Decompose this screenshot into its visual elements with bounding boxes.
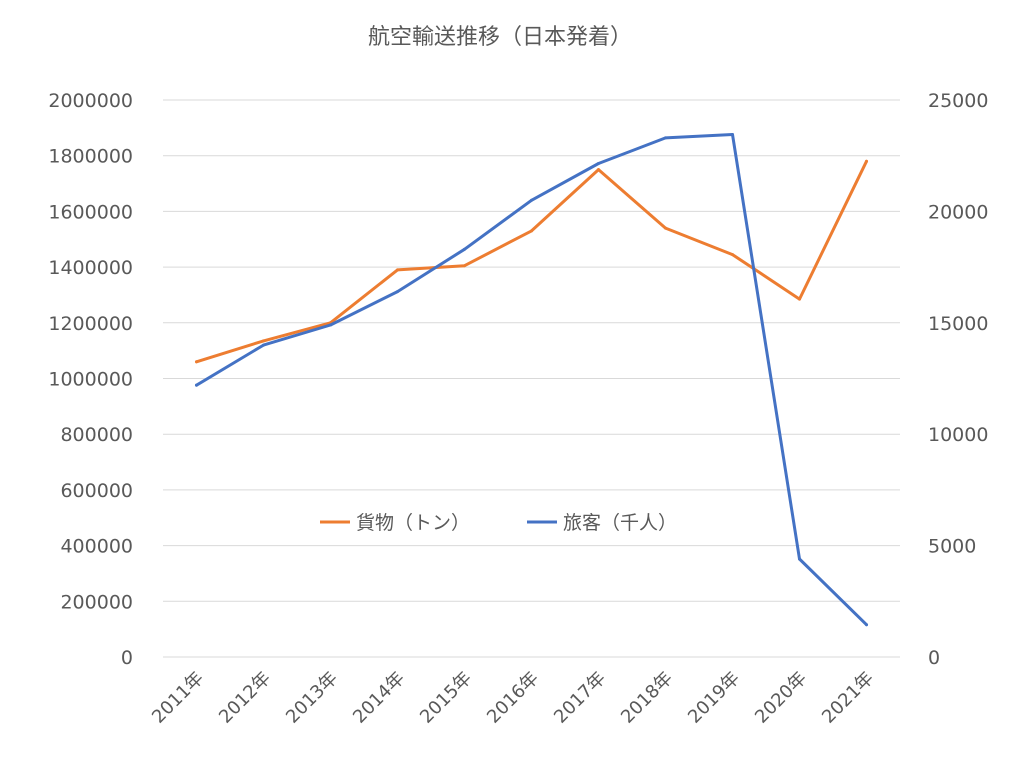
passengers-data-point[interactable] — [329, 323, 332, 327]
left-axis-tick-label: 400000 — [60, 536, 133, 558]
passengers-data-point[interactable] — [262, 343, 265, 347]
right-axis-tick-label: 5000 — [928, 536, 976, 558]
x-axis-category-label: 2017年 — [550, 668, 610, 728]
left-axis-tick-label: 600000 — [60, 480, 133, 502]
left-axis-tick-label: 1000000 — [48, 369, 133, 391]
left-axis-tick-label: 800000 — [60, 424, 133, 446]
left-axis-tick-label: 0 — [121, 647, 133, 669]
x-axis: 2011年 2012年 2013年 2014年 2015年 2016年 2017年 2018年… — [148, 668, 878, 728]
cargo-data-point[interactable] — [597, 168, 600, 172]
x-axis-category-label: 2015年 — [416, 668, 476, 728]
legend-label: 貨物（トン） — [356, 512, 470, 534]
left-axis-tick-label: 1800000 — [48, 146, 133, 168]
cargo-data-point[interactable] — [530, 229, 533, 233]
cargo-data-point[interactable] — [262, 339, 265, 343]
passengers-data-point[interactable] — [597, 161, 600, 165]
cargo-data-point[interactable] — [463, 264, 466, 268]
cargo-data-point[interactable] — [731, 253, 734, 257]
left-axis-tick-label: 2000000 — [48, 90, 133, 112]
legend-item-cargo[interactable]: 貨物（トン） — [320, 512, 470, 534]
x-axis-category-label: 2020年 — [751, 668, 811, 728]
cargo-series-line[interactable] — [195, 159, 868, 364]
passengers-data-point[interactable] — [664, 136, 667, 140]
series-lines — [195, 133, 868, 627]
right-axis-tick-label: 15000 — [928, 313, 988, 335]
chart-title: 航空輸送推移（日本発着） — [368, 25, 632, 50]
legend[interactable]: 貨物（トン） 旅客（千人） — [320, 512, 677, 534]
x-axis-category-label: 2012年 — [215, 668, 275, 728]
right-axis-tick-label: 10000 — [928, 424, 988, 446]
passengers-data-point[interactable] — [195, 383, 198, 387]
left-axis-tick-label: 200000 — [60, 591, 133, 613]
x-axis-category-label: 2016年 — [483, 668, 543, 728]
x-axis-category-label: 2018年 — [617, 668, 677, 728]
passengers-series-line[interactable] — [195, 133, 868, 627]
cargo-data-point[interactable] — [865, 159, 868, 163]
left-y-axis: 0 200000 400000 600000 800000 1000000 1200000 1… — [48, 90, 133, 669]
right-axis-tick-label: 25000 — [928, 90, 988, 112]
cargo-data-point[interactable] — [396, 268, 399, 272]
gridlines — [163, 99, 900, 658]
legend-label: 旅客（千人） — [563, 512, 677, 534]
passengers-data-point[interactable] — [463, 247, 466, 251]
x-axis-category-label: 2014年 — [349, 668, 409, 728]
x-axis-category-label: 2011年 — [148, 668, 208, 728]
x-axis-category-label: 2019年 — [684, 668, 744, 728]
passengers-data-point[interactable] — [731, 133, 734, 137]
x-axis-category-label: 2013年 — [282, 668, 342, 728]
legend-item-passengers[interactable]: 旅客（千人） — [527, 512, 677, 534]
passengers-data-point[interactable] — [396, 290, 399, 294]
cargo-data-point[interactable] — [798, 297, 801, 301]
passengers-data-point[interactable] — [865, 623, 868, 627]
left-axis-tick-label: 1400000 — [48, 257, 133, 279]
cargo-data-point[interactable] — [195, 360, 198, 364]
right-axis-tick-label: 20000 — [928, 201, 988, 223]
right-axis-tick-label: 0 — [928, 647, 940, 669]
x-axis-category-label: 2021年 — [818, 668, 878, 728]
left-axis-tick-label: 1200000 — [48, 313, 133, 335]
right-y-axis: 0 5000 10000 15000 20000 25000 — [928, 90, 988, 669]
left-axis-tick-label: 1600000 — [48, 201, 133, 223]
passengers-data-point[interactable] — [530, 198, 533, 202]
passengers-data-point[interactable] — [798, 557, 801, 561]
cargo-data-point[interactable] — [664, 226, 667, 230]
